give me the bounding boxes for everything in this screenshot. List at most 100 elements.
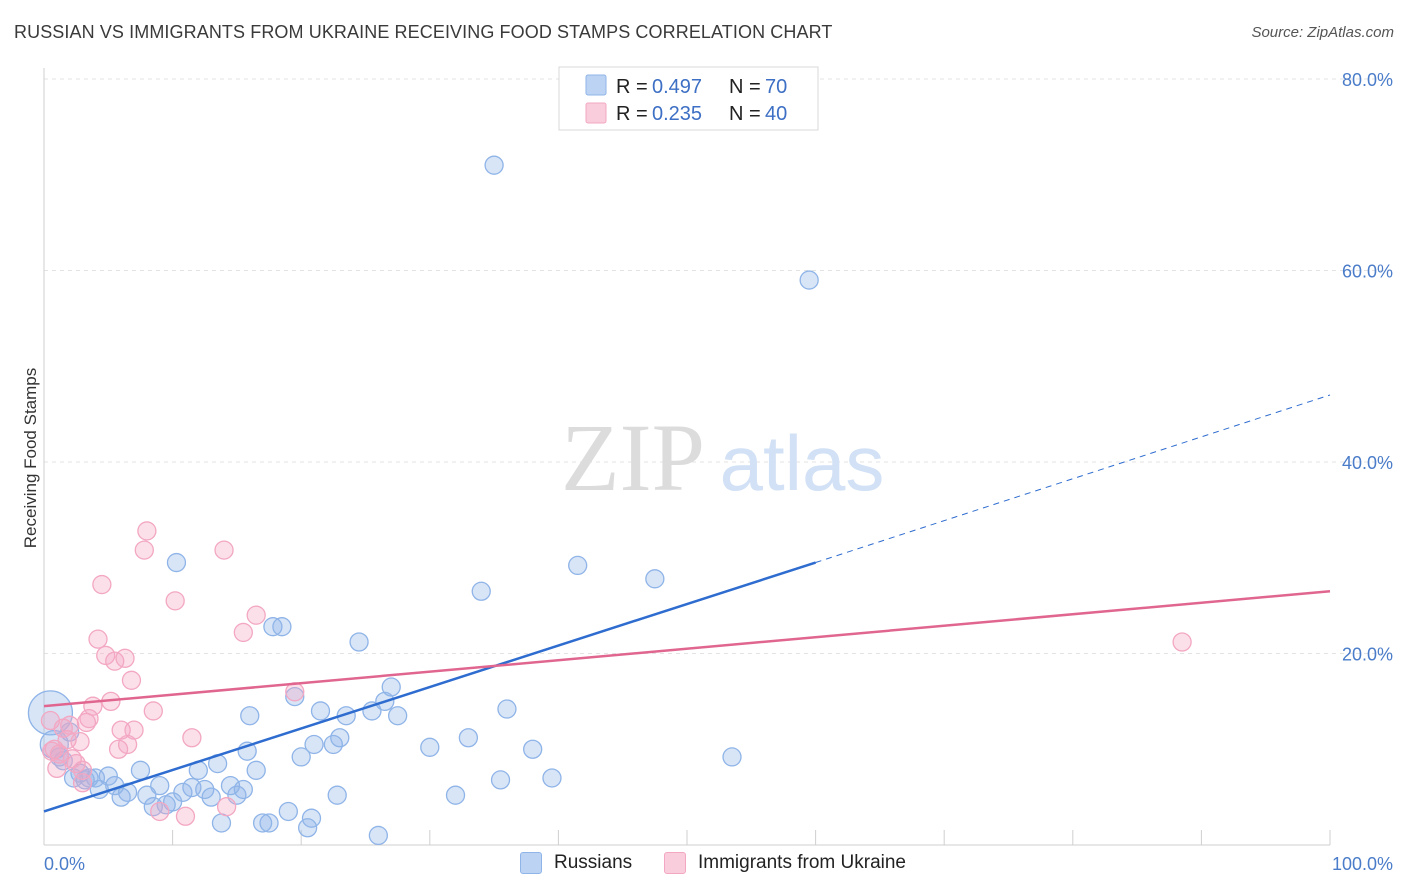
legend-swatch-russians (520, 852, 542, 874)
russians-point (291, 747, 311, 767)
russians-point (387, 706, 408, 726)
watermark-atlas: atlas (720, 419, 885, 507)
russians-point (420, 737, 440, 757)
x-tick-label-max: 100.0% (1332, 854, 1393, 874)
legend-n-label: N = (729, 103, 761, 125)
ukraine-point (165, 591, 185, 611)
russians-point (523, 739, 543, 759)
russians-point (458, 728, 479, 748)
russians-point (330, 728, 350, 748)
watermark: ZIP atlas (561, 404, 884, 511)
ukraine-point (182, 728, 202, 748)
russians-point (381, 677, 401, 697)
russians-point (201, 787, 221, 807)
russians-point (471, 581, 491, 601)
russians-point (98, 766, 118, 786)
ukraine-point (150, 801, 170, 822)
russians-point (445, 785, 466, 805)
x-tick-label-min: 0.0% (44, 854, 85, 874)
legend-swatch-ukraine (585, 102, 607, 124)
ukraine-point (1172, 632, 1192, 652)
russians-point (310, 701, 331, 721)
ukraine-point (233, 622, 253, 643)
russians-point (259, 813, 279, 833)
ukraine-point (70, 731, 90, 752)
russians-point (166, 552, 187, 573)
legend-item-russians: Russians (520, 852, 632, 874)
russians-point (252, 813, 273, 833)
russians-point (368, 825, 389, 846)
ukraine-point (108, 739, 129, 759)
ukraine-point (124, 720, 144, 740)
ukraine-point (88, 629, 108, 649)
russians-point (542, 768, 562, 788)
russians-trend-extension (815, 394, 1331, 564)
russians-point (150, 775, 170, 796)
legend-r-value: 0.497 (652, 76, 702, 98)
ukraine-point (115, 648, 135, 668)
russians-point (130, 760, 151, 780)
russians-point (173, 782, 193, 802)
legend-n-value: 40 (765, 103, 787, 125)
ukraine-points (40, 521, 1192, 826)
ukraine-point (134, 540, 154, 560)
legend-swatch-russians (585, 74, 607, 96)
ukraine-point (143, 701, 163, 721)
y-tick-label: 60.0% (1342, 262, 1393, 282)
russians-point (240, 706, 260, 726)
legend-r-label: R = (616, 76, 648, 98)
x-tick-labels: 0.0% 100.0% (44, 854, 1393, 874)
ukraine-point (47, 758, 67, 779)
y-axis-label: Receiving Food Stamps (21, 368, 40, 548)
legend-swatch-ukraine (664, 852, 686, 874)
chart-title: RUSSIAN VS IMMIGRANTS FROM UKRAINE RECEI… (14, 22, 833, 42)
russians-point (304, 734, 324, 755)
trend-lines (43, 394, 1331, 813)
ukraine-point (92, 574, 112, 595)
russians-point (211, 813, 232, 833)
russians-point (272, 617, 292, 637)
russians-point (722, 747, 742, 767)
russians-point (137, 785, 157, 805)
russians-point (490, 770, 511, 790)
russians-point (162, 792, 183, 812)
source-credit: Source: ZipAtlas.com (1251, 24, 1394, 41)
russians-point (195, 779, 215, 800)
ukraine-point (42, 741, 62, 761)
y-tick-label: 40.0% (1342, 453, 1393, 473)
russians-point (645, 569, 665, 589)
russians-point (484, 155, 504, 175)
russians-point (568, 555, 588, 576)
legend-r-label: R = (616, 103, 648, 125)
ukraine-point (246, 605, 266, 625)
legend-item-ukraine: Immigrants from Ukraine (664, 852, 906, 874)
russians-point (246, 760, 266, 780)
russians-point (799, 270, 819, 290)
ukraine-point (216, 797, 237, 817)
ukraine-point (175, 806, 196, 826)
legend-n-label: N = (729, 76, 761, 98)
russians-point (349, 632, 369, 652)
ukraine-point (60, 715, 80, 735)
legend-r-value: 0.235 (652, 103, 702, 125)
legend-label-ukraine: Immigrants from Ukraine (698, 852, 906, 873)
russians-point (497, 699, 517, 719)
y-tick-label: 80.0% (1342, 70, 1393, 90)
grid-lines (44, 78, 1393, 654)
russians-point (297, 818, 318, 838)
russians-point (278, 801, 298, 822)
ukraine-point (137, 521, 157, 541)
russians-point (327, 785, 347, 805)
ukraine-point (79, 708, 99, 729)
axes (43, 68, 1331, 846)
watermark-zip: ZIP (561, 404, 705, 511)
russians-trend-line (43, 561, 816, 813)
legend-n-value: 70 (765, 76, 787, 98)
ukraine-trend-line (43, 590, 1331, 708)
russians-point (285, 686, 305, 707)
ukraine-point (121, 670, 142, 690)
series-legend: Russians Immigrants from Ukraine (0, 852, 1406, 878)
ukraine-point (83, 696, 103, 716)
ukraine-point (72, 760, 93, 780)
